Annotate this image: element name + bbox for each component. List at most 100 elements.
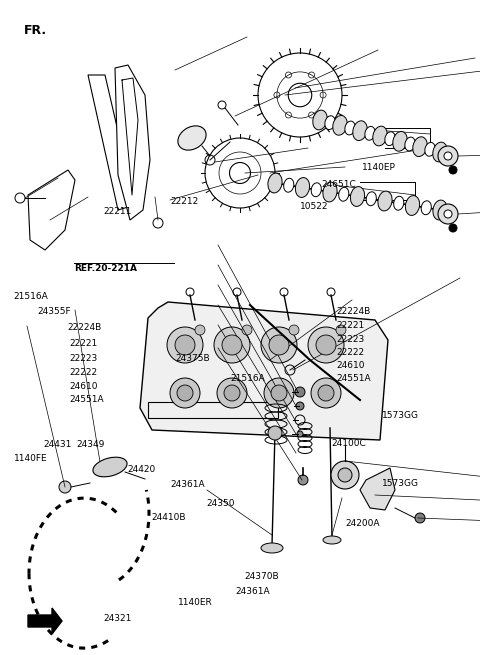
Text: REF.20-221A: REF.20-221A	[74, 264, 137, 273]
Circle shape	[316, 335, 336, 355]
Circle shape	[331, 461, 359, 489]
Polygon shape	[115, 65, 150, 220]
Text: 24355F: 24355F	[37, 307, 71, 316]
Ellipse shape	[311, 183, 321, 196]
Polygon shape	[28, 170, 75, 250]
Ellipse shape	[406, 196, 420, 215]
Polygon shape	[28, 608, 62, 634]
Text: 24375B: 24375B	[175, 354, 210, 364]
Circle shape	[170, 378, 200, 408]
Ellipse shape	[345, 121, 355, 135]
Text: 21516A: 21516A	[13, 291, 48, 301]
Circle shape	[261, 327, 297, 363]
Text: 24361A: 24361A	[170, 480, 205, 489]
Text: 24431: 24431	[43, 440, 72, 449]
Ellipse shape	[373, 126, 387, 146]
Ellipse shape	[295, 178, 310, 197]
Circle shape	[297, 431, 303, 437]
Circle shape	[295, 387, 305, 397]
Circle shape	[268, 426, 282, 440]
Text: 24610: 24610	[336, 361, 364, 370]
Text: 22222: 22222	[70, 367, 98, 377]
Circle shape	[269, 335, 289, 355]
Text: 1140EP: 1140EP	[362, 162, 396, 172]
Circle shape	[444, 152, 452, 160]
Circle shape	[167, 327, 203, 363]
Text: 24200A: 24200A	[346, 519, 380, 529]
Circle shape	[217, 378, 247, 408]
Text: 24610: 24610	[70, 382, 98, 391]
Text: 24349: 24349	[77, 440, 105, 449]
Circle shape	[264, 378, 294, 408]
Circle shape	[449, 166, 457, 174]
Circle shape	[311, 378, 341, 408]
Circle shape	[289, 325, 299, 335]
Ellipse shape	[325, 116, 335, 130]
Text: 22211: 22211	[103, 207, 132, 216]
Ellipse shape	[339, 187, 349, 201]
Circle shape	[59, 481, 71, 493]
Text: 1140ER: 1140ER	[178, 598, 212, 607]
Text: 24350: 24350	[206, 498, 235, 508]
Ellipse shape	[394, 196, 404, 210]
Text: 1140FE: 1140FE	[14, 454, 48, 463]
Text: 24361A: 24361A	[235, 587, 270, 596]
Text: 24420: 24420	[127, 465, 156, 474]
Ellipse shape	[178, 126, 206, 150]
Ellipse shape	[268, 173, 282, 193]
Ellipse shape	[284, 178, 294, 192]
Ellipse shape	[323, 536, 341, 544]
Text: 21516A: 21516A	[230, 374, 265, 383]
Circle shape	[214, 327, 250, 363]
Text: 22212: 22212	[170, 197, 199, 206]
Text: 24370B: 24370B	[245, 572, 279, 581]
Polygon shape	[88, 75, 135, 210]
Ellipse shape	[405, 137, 415, 151]
Ellipse shape	[365, 126, 375, 140]
Circle shape	[195, 325, 205, 335]
Text: 24551A: 24551A	[70, 395, 104, 404]
Ellipse shape	[393, 132, 407, 151]
Text: 10522: 10522	[300, 202, 328, 211]
Circle shape	[449, 224, 457, 232]
Circle shape	[338, 468, 352, 482]
Ellipse shape	[378, 191, 392, 211]
Bar	[148, 402, 278, 418]
Text: 24321: 24321	[103, 614, 132, 624]
Ellipse shape	[413, 137, 427, 157]
Circle shape	[177, 385, 193, 401]
Circle shape	[296, 402, 304, 410]
Text: 1573GG: 1573GG	[382, 479, 419, 488]
Circle shape	[222, 335, 242, 355]
Text: 22223: 22223	[70, 354, 98, 364]
Circle shape	[336, 325, 346, 335]
Text: 22221: 22221	[70, 339, 98, 348]
Circle shape	[318, 385, 334, 401]
Text: 24551A: 24551A	[336, 374, 371, 383]
Polygon shape	[360, 468, 395, 510]
Text: 22223: 22223	[336, 335, 364, 344]
Ellipse shape	[353, 121, 367, 141]
Ellipse shape	[93, 457, 127, 477]
Polygon shape	[140, 302, 388, 440]
Text: FR.: FR.	[24, 24, 47, 37]
Ellipse shape	[350, 187, 365, 206]
Circle shape	[224, 385, 240, 401]
Ellipse shape	[261, 543, 283, 553]
Text: 24651C: 24651C	[322, 180, 356, 189]
Ellipse shape	[433, 142, 447, 162]
Circle shape	[438, 204, 458, 224]
Circle shape	[271, 385, 287, 401]
Ellipse shape	[433, 200, 447, 220]
Circle shape	[298, 475, 308, 485]
Text: 22224B: 22224B	[67, 323, 101, 332]
Circle shape	[308, 327, 344, 363]
Circle shape	[444, 210, 452, 218]
Ellipse shape	[425, 142, 435, 157]
Ellipse shape	[333, 115, 347, 135]
Text: 24100C: 24100C	[331, 439, 366, 448]
Ellipse shape	[323, 182, 337, 202]
Ellipse shape	[385, 132, 395, 145]
Ellipse shape	[421, 201, 432, 215]
Circle shape	[438, 146, 458, 166]
